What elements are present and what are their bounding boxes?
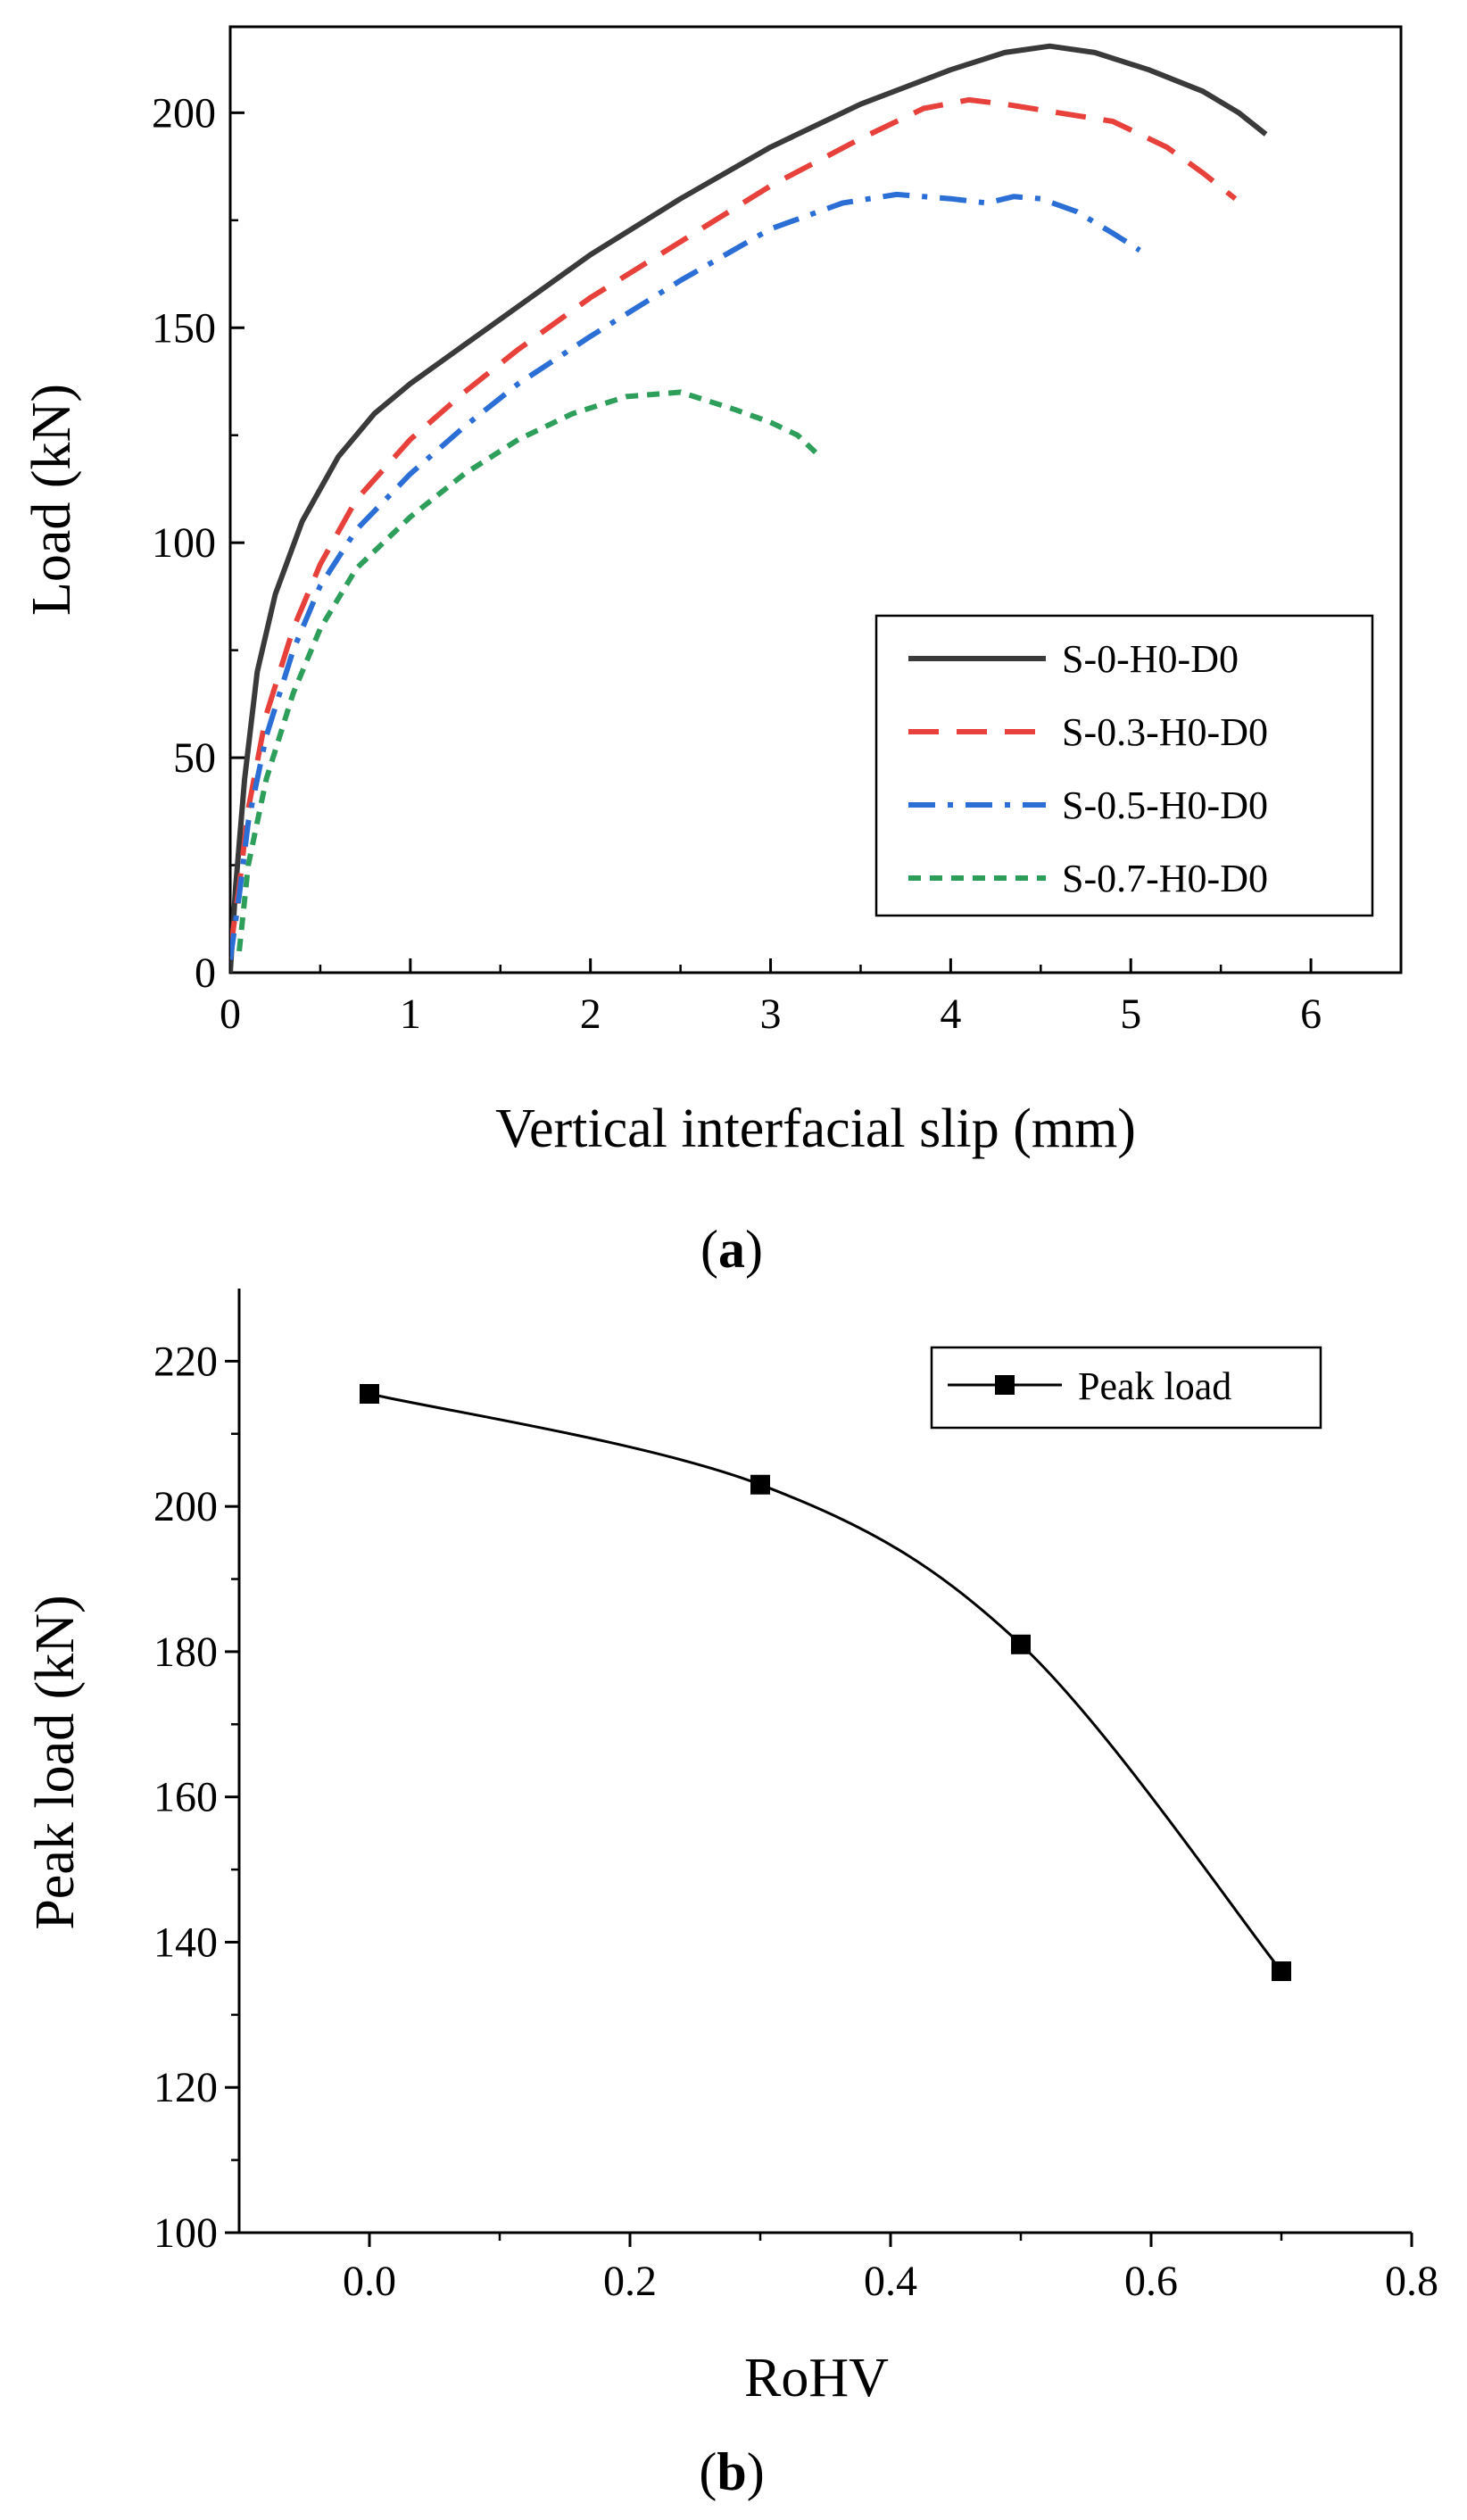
- caption-b-letter: b: [717, 2442, 746, 2501]
- chart-a-y-tick-label: 100: [152, 519, 216, 567]
- chart-a-x-tick-label: 5: [1120, 991, 1141, 1038]
- chart-a-lines: [230, 43, 1268, 973]
- chart-b-x-tick-label: 0.4: [864, 2258, 917, 2305]
- chart-b-data-point-4: [1272, 1961, 1291, 1982]
- chart-a-x-axis-title: Vertical interfacial slip (mm): [495, 1098, 1136, 1159]
- caption-a: (a): [700, 1220, 763, 1279]
- chart-b-legend: Peak load: [930, 1346, 1322, 1430]
- chart-a-legend-label-4: S-0.7-H0-D0: [1062, 857, 1268, 900]
- chart-b-x-axis-title: RoHV: [744, 2348, 889, 2408]
- chart-b-lines: [360, 1384, 1291, 1982]
- chart-a-y-tick-label: 50: [173, 734, 216, 782]
- chart-b-ticks: 0.0 0.2 0.4 0.6 0.8 100 120 140 160 180 200 220: [153, 1338, 1438, 2305]
- chart-a-y-axis-title: Load (kN): [21, 384, 82, 616]
- chart-a-y-tick-label: 150: [152, 304, 216, 352]
- chart-b: 0.0 0.2 0.4 0.6 0.8 100 120 140 160 180 200 220 RoH…: [25, 1289, 1438, 2501]
- chart-a: 0 1 2 3 4 5 6 0 50 100 150 200 Vertical interfacial…: [21, 25, 1403, 1279]
- chart-b-y-tick-label: 100: [153, 2209, 218, 2257]
- caption-a-letter: a: [718, 1220, 745, 1279]
- chart-a-legend: S-0-H0-D0 S-0.3-H0-D0 S-0.5-H0-D0 S-0.7-H0-…: [874, 614, 1374, 917]
- chart-a-x-tick-label: 4: [940, 991, 961, 1038]
- chart-b-y-axis-title: Peak load (kN): [25, 1595, 86, 1929]
- chart-a-legend-label-1: S-0-H0-D0: [1062, 637, 1239, 681]
- chart-a-x-tick-label: 2: [580, 991, 601, 1038]
- chart-b-x-tick-label: 0.2: [603, 2258, 657, 2305]
- chart-a-y-tick-label: 200: [152, 89, 216, 137]
- chart-a-series-line-3: [230, 191, 1141, 960]
- chart-a-legend-label-3: S-0.5-H0-D0: [1062, 783, 1268, 827]
- chart-a-legend-label-2: S-0.3-H0-D0: [1062, 710, 1268, 754]
- chart-a-series-line-1: [230, 43, 1268, 973]
- chart-b-y-tick-label: 200: [153, 1483, 218, 1530]
- chart-a-series-line-2: [230, 96, 1238, 952]
- chart-a-x-tick-label: 1: [400, 991, 421, 1038]
- chart-a-legend-box: [874, 614, 1374, 917]
- chart-b-data-point-1: [360, 1384, 379, 1405]
- chart-a-x-tick-label: 6: [1300, 991, 1322, 1038]
- chart-b-data-point-2: [750, 1474, 770, 1495]
- chart-b-series-line: [369, 1392, 1283, 1972]
- chart-b-data-point-3: [1011, 1634, 1031, 1654]
- chart-a-x-tick-label: 0: [220, 991, 241, 1038]
- chart-a-x-tick-label: 3: [760, 991, 782, 1038]
- chart-b-y-tick-label: 120: [153, 2064, 218, 2111]
- chart-a-plot-frame: [228, 25, 1403, 974]
- chart-a-y-tick-label: 0: [195, 949, 216, 997]
- chart-b-y-tick-label: 140: [153, 1919, 218, 1966]
- chart-b-x-tick-label: 0.8: [1385, 2258, 1438, 2305]
- chart-b-y-tick-label: 220: [153, 1338, 218, 1385]
- chart-b-x-tick-label: 0.6: [1124, 2258, 1178, 2305]
- chart-b-y-tick-label: 180: [153, 1629, 218, 1676]
- chart-b-legend-label: Peak load: [1078, 1364, 1231, 1408]
- chart-a-ticks: 0 1 2 3 4 5 6 0 50 100 150 200: [152, 89, 1322, 1038]
- chart-b-legend-swatch-marker: [995, 1375, 1015, 1395]
- chart-b-x-tick-label: 0.0: [343, 2258, 396, 2305]
- caption-b: (b): [699, 2442, 764, 2501]
- chart-a-series-line-4: [236, 389, 818, 952]
- chart-b-y-tick-label: 160: [153, 1774, 218, 1821]
